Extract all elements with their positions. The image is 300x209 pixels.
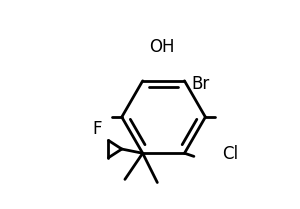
Text: OH: OH [149, 38, 174, 56]
Text: Br: Br [192, 75, 210, 93]
Text: F: F [92, 120, 101, 138]
Text: Cl: Cl [222, 145, 238, 163]
